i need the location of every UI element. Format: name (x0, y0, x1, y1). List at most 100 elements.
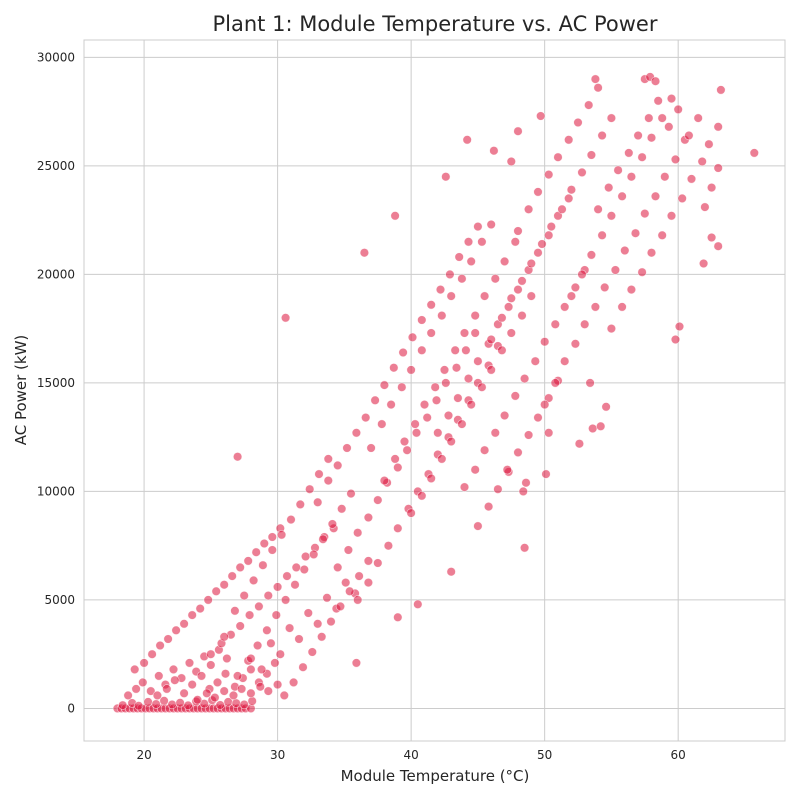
data-point (337, 504, 347, 514)
data-point (251, 547, 261, 557)
data-point (466, 400, 476, 410)
data-point (517, 276, 527, 286)
data-point (417, 315, 427, 325)
data-point (219, 686, 229, 696)
data-point (601, 402, 611, 412)
data-point (295, 499, 305, 510)
data-point (624, 148, 634, 158)
data-point (606, 211, 617, 221)
data-point (118, 700, 128, 710)
data-point (222, 653, 232, 664)
data-point (417, 345, 427, 355)
data-point (570, 339, 581, 349)
data-point (566, 291, 577, 301)
data-point (307, 647, 317, 657)
data-point (235, 621, 245, 631)
data-point (526, 258, 536, 269)
data-point (393, 523, 403, 533)
data-point (550, 378, 560, 388)
data-point (686, 174, 697, 184)
data-point (617, 302, 627, 312)
data-point (480, 445, 490, 455)
data-point (713, 163, 723, 173)
plot-frame (83, 39, 786, 742)
data-point (220, 669, 231, 679)
data-point (322, 593, 332, 603)
data-point (666, 211, 677, 221)
data-point (593, 83, 603, 93)
data-point (147, 649, 157, 659)
data-point (510, 237, 520, 247)
data-point (203, 595, 213, 605)
data-point (196, 671, 207, 681)
data-point (446, 567, 456, 577)
data-point (410, 419, 420, 429)
data-point (533, 187, 543, 197)
data-point (175, 698, 185, 708)
data-point (459, 328, 470, 338)
data-point (493, 484, 503, 494)
data-point (301, 551, 311, 562)
data-point (426, 300, 436, 310)
data-point (393, 462, 403, 473)
data-point (564, 135, 574, 145)
data-point (500, 256, 510, 267)
data-point (257, 664, 267, 675)
data-point (289, 677, 299, 688)
data-point (333, 562, 343, 573)
data-point (473, 521, 483, 531)
y-tick-label: 25000 (37, 159, 75, 173)
data-point (231, 698, 241, 708)
data-point (523, 430, 534, 440)
data-point (504, 302, 514, 312)
data-point (187, 679, 197, 690)
data-point (273, 582, 283, 592)
data-point (413, 599, 423, 609)
data-point (202, 688, 212, 698)
data-point (577, 269, 587, 280)
data-point (314, 469, 324, 479)
data-point (131, 684, 141, 694)
data-point (255, 682, 265, 692)
data-point (267, 532, 277, 542)
data-point (674, 321, 685, 332)
data-point (399, 436, 410, 447)
data-point (457, 419, 467, 429)
data-point (353, 595, 363, 605)
data-point (486, 334, 496, 345)
data-point (586, 250, 597, 260)
data-point (580, 319, 590, 329)
y-tick-label: 5000 (44, 593, 75, 607)
data-point (279, 690, 289, 701)
data-point (335, 601, 346, 612)
data-point (235, 562, 245, 573)
data-point (585, 378, 595, 388)
data-point (290, 580, 300, 590)
data-point (239, 699, 249, 710)
data-point (354, 571, 364, 581)
data-point (179, 619, 189, 629)
data-point (490, 428, 500, 438)
data-point (379, 476, 390, 486)
data-point (138, 677, 148, 688)
data-point (353, 528, 363, 538)
data-point (546, 222, 556, 232)
data-point (590, 74, 601, 84)
data-point (560, 302, 570, 312)
data-point (446, 436, 456, 447)
data-point (343, 545, 354, 555)
data-point (466, 256, 476, 267)
data-point (187, 610, 197, 620)
data-point (406, 508, 416, 518)
data-point (633, 130, 643, 141)
data-point (341, 577, 351, 588)
y-tick-label: 15000 (37, 376, 75, 390)
data-point (536, 111, 546, 121)
data-point (323, 454, 333, 464)
data-point (484, 502, 494, 512)
data-point (233, 452, 243, 462)
data-point (450, 345, 460, 355)
data-point (246, 664, 256, 675)
data-point (646, 133, 657, 143)
data-point (230, 606, 240, 616)
